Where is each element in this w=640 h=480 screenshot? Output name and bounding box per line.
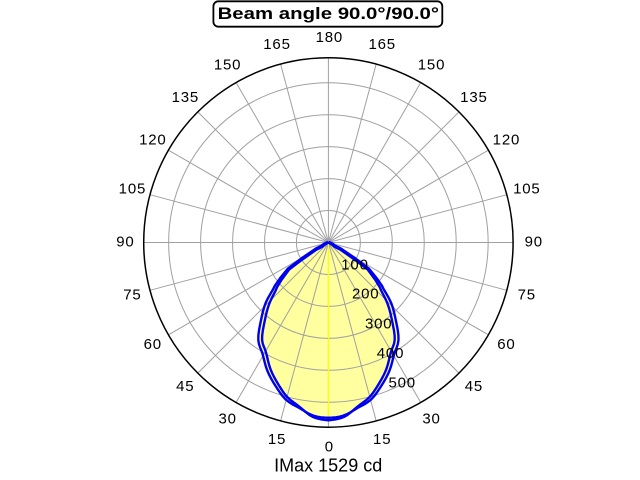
svg-text:165: 165 bbox=[263, 36, 290, 53]
svg-text:75: 75 bbox=[518, 287, 536, 304]
svg-text:300: 300 bbox=[365, 316, 392, 333]
svg-text:30: 30 bbox=[422, 411, 440, 428]
svg-text:400: 400 bbox=[377, 345, 404, 362]
svg-text:105: 105 bbox=[513, 181, 540, 198]
svg-text:75: 75 bbox=[123, 287, 141, 304]
svg-text:100: 100 bbox=[341, 256, 368, 273]
svg-text:165: 165 bbox=[368, 36, 395, 53]
svg-text:60: 60 bbox=[497, 336, 515, 353]
svg-text:120: 120 bbox=[139, 131, 166, 148]
svg-text:30: 30 bbox=[218, 411, 236, 428]
svg-text:150: 150 bbox=[418, 57, 445, 74]
svg-text:500: 500 bbox=[388, 375, 415, 392]
svg-text:Beam angle 90.0°/90.0°: Beam angle 90.0°/90.0° bbox=[218, 3, 439, 22]
svg-text:105: 105 bbox=[119, 181, 146, 198]
svg-text:45: 45 bbox=[465, 378, 483, 395]
svg-text:15: 15 bbox=[373, 431, 391, 448]
svg-text:45: 45 bbox=[176, 378, 194, 395]
svg-text:IMax 1529 cd: IMax 1529 cd bbox=[274, 456, 382, 476]
svg-text:60: 60 bbox=[144, 336, 162, 353]
svg-text:90: 90 bbox=[525, 234, 543, 251]
svg-text:0: 0 bbox=[325, 439, 334, 456]
svg-text:90: 90 bbox=[116, 234, 134, 251]
svg-text:200: 200 bbox=[352, 285, 379, 302]
svg-text:120: 120 bbox=[493, 131, 520, 148]
svg-text:15: 15 bbox=[268, 431, 286, 448]
svg-text:135: 135 bbox=[172, 89, 199, 106]
svg-text:135: 135 bbox=[460, 89, 487, 106]
svg-text:150: 150 bbox=[214, 57, 241, 74]
svg-text:180: 180 bbox=[316, 29, 343, 46]
